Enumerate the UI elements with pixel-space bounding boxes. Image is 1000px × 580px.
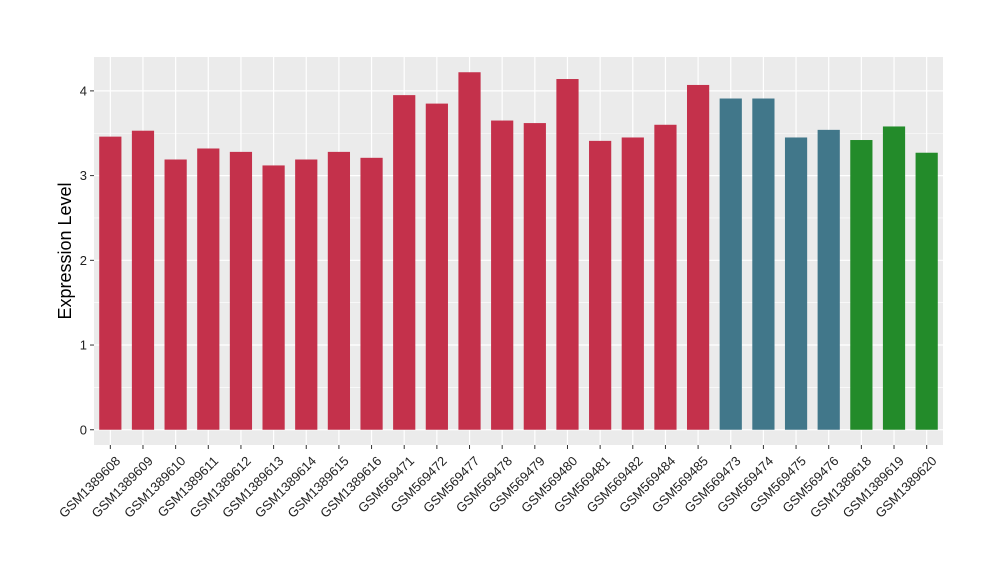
bar-GSM569474 xyxy=(752,98,775,430)
bar-GSM569471 xyxy=(393,95,416,430)
bar-GSM569476 xyxy=(817,129,840,430)
x-axis: GSM1389608GSM1389609GSM1389610GSM1389611… xyxy=(56,445,940,521)
bars xyxy=(99,72,938,430)
y-tick-label: 1 xyxy=(80,338,87,353)
bar-GSM569475 xyxy=(784,137,808,430)
bar-GSM1389616 xyxy=(360,157,383,430)
bar-GSM1389612 xyxy=(229,151,253,430)
y-tick-label: 3 xyxy=(80,168,87,183)
bar-GSM1389619 xyxy=(882,126,906,430)
bar-GSM569472 xyxy=(425,103,448,430)
bar-GSM569482 xyxy=(621,137,644,430)
y-axis: 0 1 2 3 4 xyxy=(80,83,94,437)
y-tick-label: 0 xyxy=(80,422,87,437)
bar-GSM569481 xyxy=(589,140,612,430)
bar-GSM1389609 xyxy=(131,130,155,430)
bar-GSM1389613 xyxy=(262,165,285,430)
bar-GSM569484 xyxy=(654,124,677,430)
bar-GSM1389615 xyxy=(327,151,351,430)
bar-GSM1389620 xyxy=(915,152,938,430)
y-tick-label: 2 xyxy=(80,253,87,268)
bar-GSM1389618 xyxy=(850,140,873,430)
y-axis-title: Expression Level xyxy=(55,182,75,319)
bar-GSM569479 xyxy=(523,123,546,430)
y-tick-label: 4 xyxy=(80,83,87,98)
bar-GSM569478 xyxy=(491,120,514,430)
bar-GSM569473 xyxy=(719,98,742,430)
bar-GSM569477 xyxy=(458,72,481,430)
bar-GSM569480 xyxy=(556,79,579,430)
plot-panel xyxy=(94,57,943,445)
bar-GSM1389610 xyxy=(164,159,187,430)
bar-GSM569485 xyxy=(686,84,710,430)
bar-GSM1389614 xyxy=(295,159,318,430)
bar-GSM1389608 xyxy=(99,136,122,430)
bar-GSM1389611 xyxy=(197,148,220,430)
